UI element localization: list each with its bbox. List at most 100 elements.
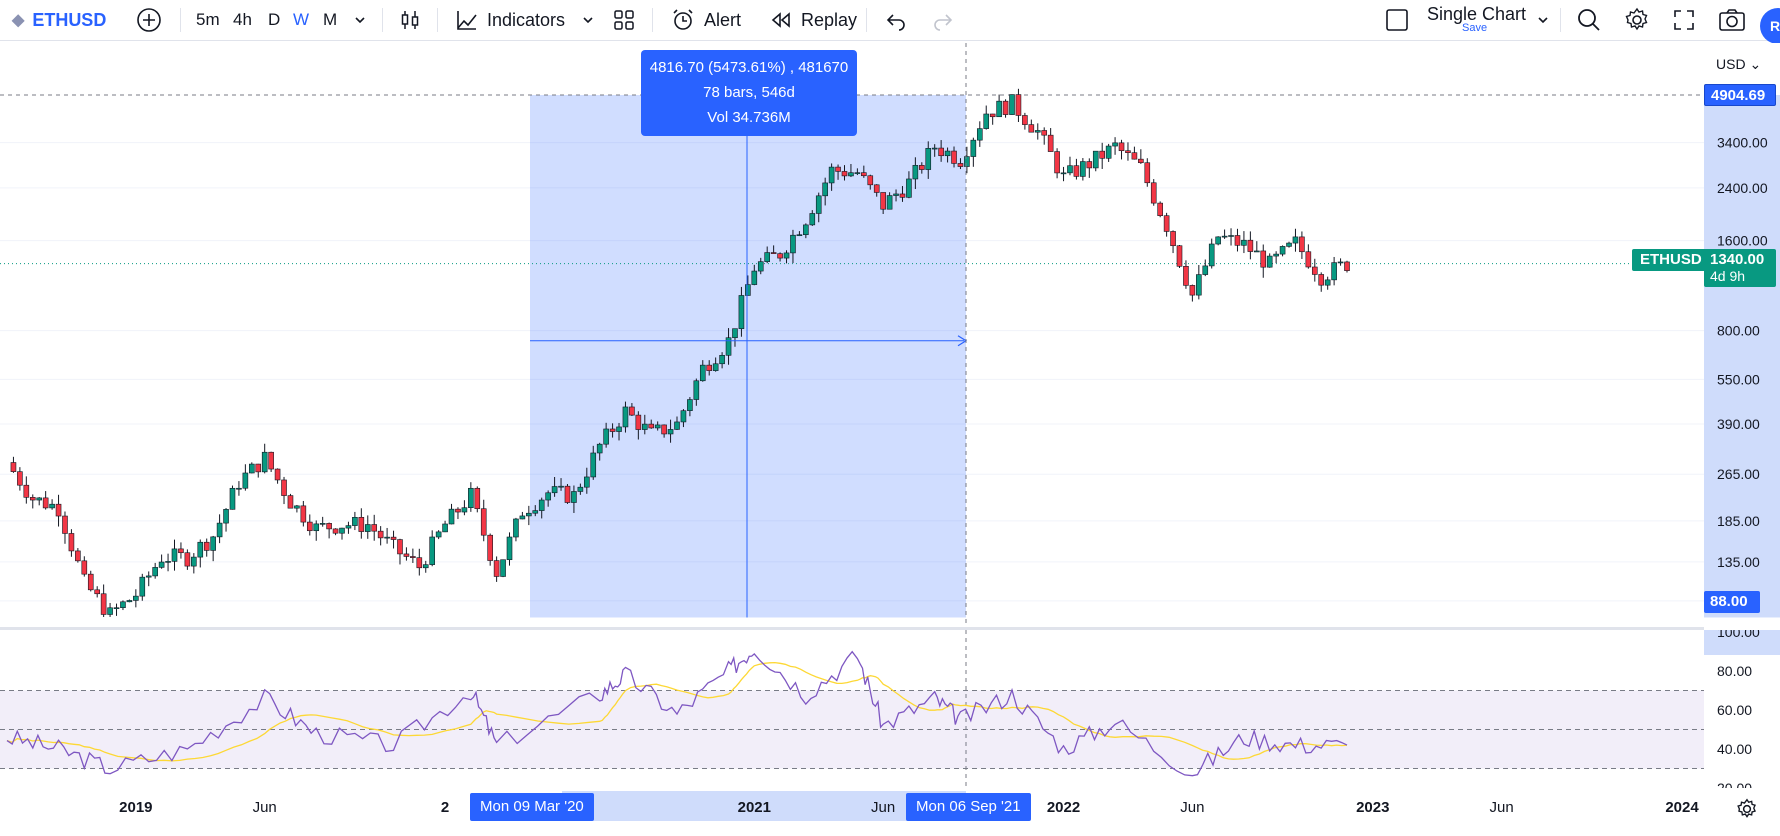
chart-type-button[interactable] xyxy=(398,0,422,40)
candle-body xyxy=(506,536,513,561)
candles-icon xyxy=(401,11,419,29)
snapshot-button[interactable] xyxy=(1718,0,1746,40)
candle-body xyxy=(55,503,62,517)
compare-symbol-button[interactable] xyxy=(136,0,162,40)
undo-button[interactable] xyxy=(884,0,908,40)
candle-body xyxy=(87,573,94,591)
candle-body xyxy=(474,487,481,510)
candle-body xyxy=(558,485,564,488)
symbol-label: ETHUSD xyxy=(32,9,107,30)
interval-4h-button[interactable]: 4h xyxy=(233,10,252,29)
chevron-down-icon xyxy=(1538,17,1548,24)
candle-body xyxy=(777,253,783,259)
indicators-button[interactable]: Indicators xyxy=(455,0,565,40)
candle-body xyxy=(1105,145,1112,159)
candle-body xyxy=(951,150,957,164)
rsi-chart-canvas[interactable]: 100.00 80.00 60.00 40.00 20.00 xyxy=(0,630,1780,788)
candle-body xyxy=(1054,151,1060,174)
price-pane[interactable]: 3400.00 2400.00 1600.00 800.00 550.00 390.00 2… xyxy=(0,43,1780,627)
candle-body xyxy=(1163,215,1170,232)
candle-body xyxy=(410,556,416,558)
templates-button[interactable] xyxy=(612,0,636,40)
candle-body xyxy=(931,147,938,150)
alert-button[interactable]: Alert xyxy=(670,0,741,40)
candle-body xyxy=(796,234,803,237)
currency-selector[interactable]: USD ⌄ xyxy=(1716,56,1762,72)
candle-body xyxy=(925,148,932,170)
candle-body xyxy=(976,128,983,141)
interval-w-button[interactable]: W xyxy=(293,10,310,29)
time-axis-year-label: 2024 xyxy=(1665,799,1699,816)
candle-body xyxy=(313,523,320,532)
candle-body xyxy=(661,424,667,435)
multi-chart-layout-button[interactable] xyxy=(1385,0,1409,40)
candle-body xyxy=(397,539,403,555)
candle-body xyxy=(487,534,493,561)
interval-m-button[interactable]: M xyxy=(323,10,338,29)
candle-body xyxy=(964,156,970,167)
candle-body xyxy=(828,166,835,184)
price-chart-canvas[interactable]: 3400.00 2400.00 1600.00 800.00 550.00 390.00 2… xyxy=(0,43,1780,627)
candle-body xyxy=(1183,266,1189,286)
candle-body xyxy=(294,505,300,509)
user-avatar[interactable]: R xyxy=(1760,8,1780,44)
candle-body xyxy=(1092,150,1099,169)
candle-body xyxy=(906,178,912,198)
chart-settings-button[interactable] xyxy=(1624,0,1650,40)
candle-body xyxy=(1144,162,1151,184)
candle-body xyxy=(1241,239,1247,246)
replay-button[interactable]: Replay xyxy=(769,0,857,40)
price-scale-tick: 265.00 xyxy=(1717,466,1760,482)
fullscreen-button[interactable] xyxy=(1672,0,1696,40)
indicators-label: Indicators xyxy=(487,9,566,30)
candle-body xyxy=(893,193,899,196)
favorite-indicators-dropdown[interactable] xyxy=(581,0,595,40)
rsi-scale-tick: 60.00 xyxy=(1717,702,1752,718)
price-scale-tick: 2400.00 xyxy=(1717,180,1768,196)
candle-body xyxy=(1176,245,1183,267)
candle-body xyxy=(1009,94,1015,115)
candle-body xyxy=(873,184,880,193)
scale-settings-button[interactable] xyxy=(1736,798,1758,825)
rsi-pane[interactable]: 100.00 80.00 60.00 40.00 20.00 xyxy=(0,630,1780,788)
candle-body xyxy=(1060,172,1067,175)
candle-body xyxy=(584,476,590,488)
candle-body xyxy=(1266,255,1273,268)
quick-search-button[interactable] xyxy=(1576,0,1602,40)
measure-start-date: Mon 09 Mar '20 xyxy=(470,793,594,821)
time-axis-month-label: Jun xyxy=(871,799,896,816)
candle-body xyxy=(1228,235,1234,237)
candle-body xyxy=(848,172,854,177)
candle-body xyxy=(861,172,867,177)
symbol-search-button[interactable]: ◆ ETHUSD xyxy=(12,0,106,40)
candle-body xyxy=(513,518,519,538)
last-price-label: 1340.00 4d 9h xyxy=(1704,249,1776,287)
candle-body xyxy=(532,510,539,514)
time-axis[interactable]: 2019Jun2Jun2021Jun2022Jun2023Jun2024 xyxy=(0,789,1780,836)
layout-dropdown-button[interactable] xyxy=(1536,0,1550,40)
alert-label: Alert xyxy=(704,9,742,30)
candle-body xyxy=(480,508,487,536)
redo-button[interactable] xyxy=(931,0,955,40)
toolbar-divider xyxy=(1560,8,1561,32)
layout-name-button[interactable]: Single Chart xyxy=(1427,3,1527,24)
candle-body xyxy=(390,536,397,540)
candle-body xyxy=(938,147,944,157)
rsi-line xyxy=(6,650,1348,777)
candle-body xyxy=(203,541,210,551)
interval-5m-button[interactable]: 5m xyxy=(196,10,220,29)
rewind-icon xyxy=(771,12,790,28)
interval-dropdown-button[interactable] xyxy=(353,0,367,40)
alarm-clock-icon xyxy=(673,9,693,30)
candle-body xyxy=(306,521,313,532)
time-axis-year-label: 2 xyxy=(440,799,450,816)
pane-separator[interactable] xyxy=(0,627,1704,630)
save-layout-link[interactable]: Save xyxy=(1462,22,1488,34)
candle-body xyxy=(255,463,262,473)
interval-d-button[interactable]: D xyxy=(268,10,281,29)
candle-body xyxy=(17,471,23,486)
candle-body xyxy=(1034,130,1041,133)
layout-grid-icon xyxy=(614,10,634,30)
candles-group xyxy=(10,88,1350,617)
candle-body xyxy=(184,552,191,567)
